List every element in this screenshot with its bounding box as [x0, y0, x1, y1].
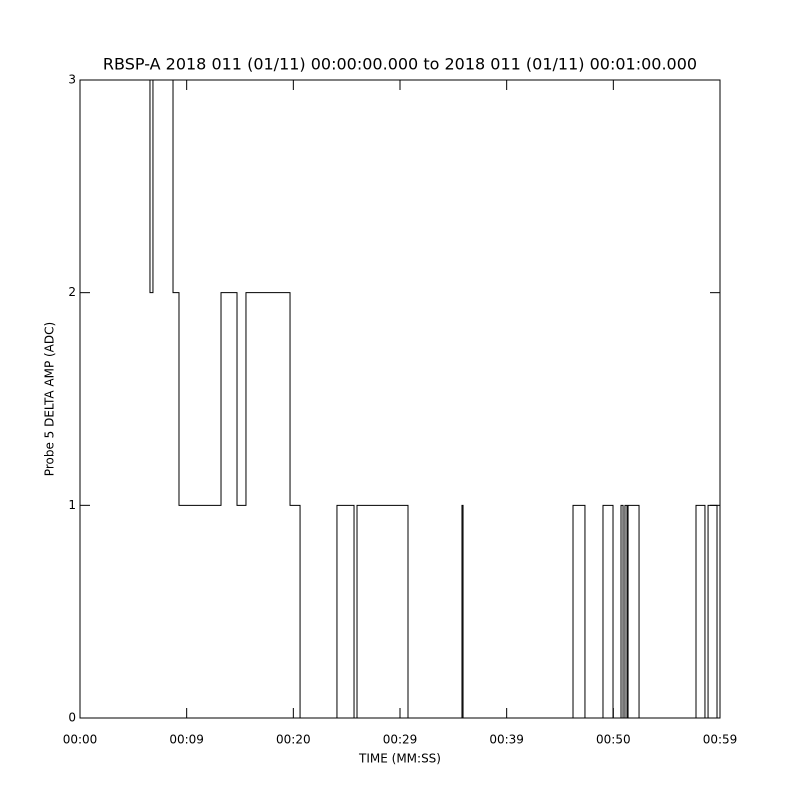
x-tick-label: 00:59 — [703, 733, 738, 747]
y-tick-label: 1 — [68, 498, 76, 512]
y-tick-label: 2 — [68, 285, 76, 299]
plot-frame — [79, 79, 721, 719]
y-tick-label: 0 — [68, 711, 76, 725]
chart-title: RBSP-A 2018 011 (01/11) 00:00:00.000 to … — [103, 55, 697, 74]
x-tick-label: 00:29 — [383, 733, 418, 747]
y-tick-label: 3 — [68, 73, 76, 87]
x-tick-label: 00:50 — [596, 733, 631, 747]
x-tick-label: 00:00 — [63, 733, 98, 747]
x-tick-label: 00:09 — [169, 733, 204, 747]
x-tick-label: 00:39 — [489, 733, 524, 747]
x-axis-label: TIME (MM:SS) — [358, 752, 441, 766]
x-tick-label: 00:20 — [276, 733, 311, 747]
y-axis-label: Probe 5 DELTA AMP (ADC) — [43, 322, 57, 476]
data-line — [80, 79, 720, 719]
